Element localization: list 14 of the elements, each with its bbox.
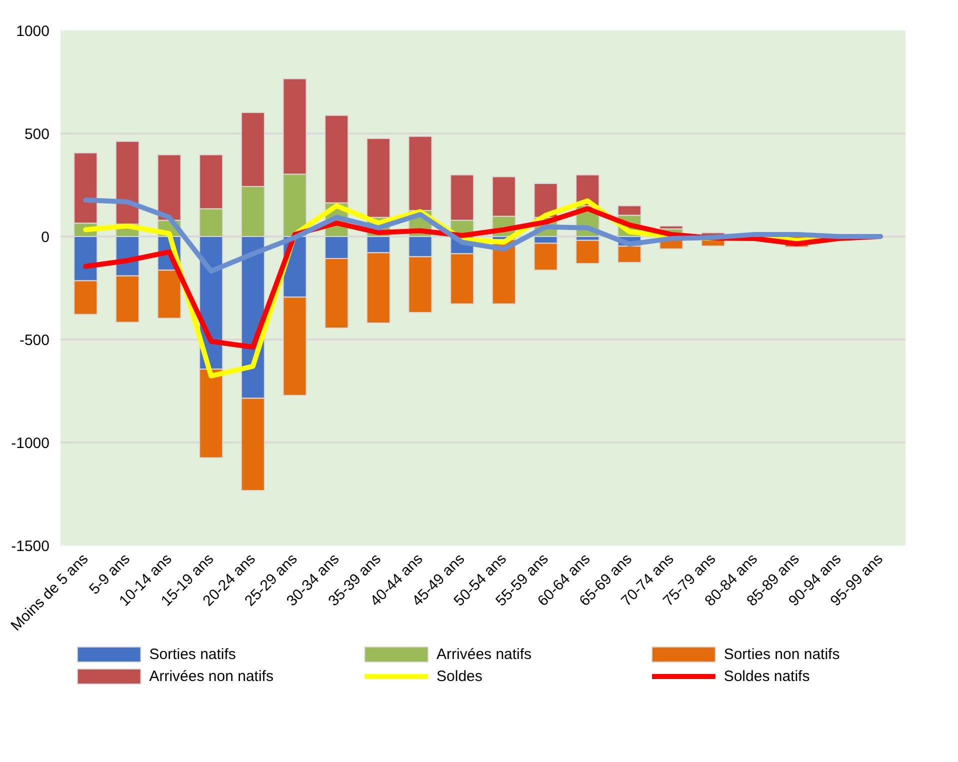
y-tick-label: -1000	[11, 435, 50, 452]
y-tick-label: 500	[24, 126, 50, 143]
y-tick-label: -500	[19, 332, 50, 349]
legend-label: Soldes natifs	[724, 668, 810, 685]
y-tick-label: -1500	[11, 538, 50, 555]
y-tick-label: 0	[41, 229, 50, 246]
legend-label: Arrivées non natifs	[149, 668, 274, 685]
legend-label: Arrivées natifs	[436, 646, 532, 663]
y-tick-label: 1000	[16, 23, 50, 40]
legend-label: Sorties natifs	[149, 646, 236, 663]
bar	[576, 240, 600, 264]
bar	[659, 225, 684, 230]
legend-label: Soldes	[436, 668, 482, 685]
legend-label: Sorties non natifs	[724, 646, 840, 663]
